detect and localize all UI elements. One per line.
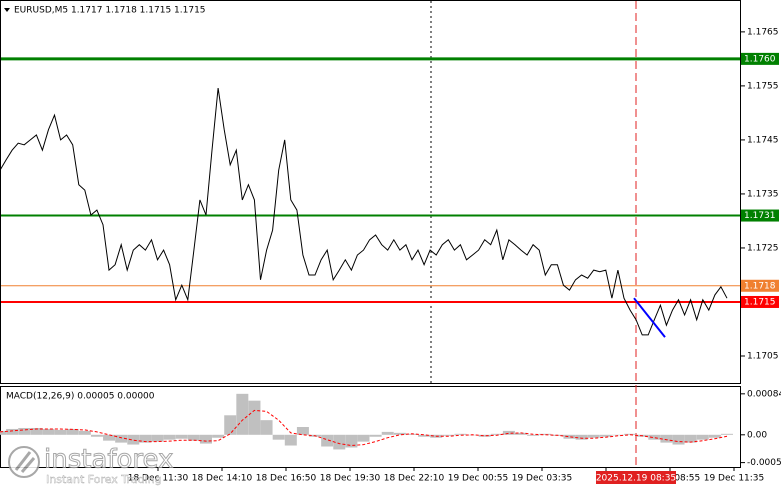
- menu-arrow: [4, 8, 10, 12]
- level-label-bg: [741, 295, 779, 308]
- macd-bar: [78, 430, 91, 435]
- macd-bar: [587, 434, 600, 438]
- macd-bar: [30, 427, 43, 435]
- x-tick-label: 18 Dec 14:10: [192, 474, 253, 484]
- macd-bar: [454, 433, 467, 435]
- symbol-header: EURUSD,M5 1.1717 1.1718 1.1715 1.1715: [14, 6, 206, 16]
- macd-bar: [563, 434, 576, 439]
- macd-bar: [321, 434, 334, 447]
- macd-bar: [6, 428, 19, 435]
- macd-bar: [199, 434, 212, 444]
- x-tick-label: 18 Dec 19:30: [320, 474, 381, 484]
- x-tick-label: 19 Dec 11:35: [704, 474, 765, 484]
- macd-bar: [369, 434, 382, 437]
- macd-bar: [333, 434, 346, 450]
- x-tick-label: 19 Dec 03:35: [512, 474, 573, 484]
- trendline: [633, 297, 666, 338]
- y-tick-label: 1.1765: [747, 27, 779, 37]
- macd-bar: [539, 433, 552, 435]
- macd-bar: [515, 432, 528, 435]
- macd-bar: [648, 434, 661, 440]
- macd-bar: [575, 434, 588, 440]
- macd-bar: [224, 415, 237, 435]
- macd-bar: [381, 431, 394, 435]
- macd-bar: [418, 434, 431, 437]
- macd-bar: [660, 434, 673, 443]
- macd-bar: [721, 433, 733, 435]
- macd-bar: [527, 434, 540, 436]
- x-tick-label: 18 Dec 16:50: [256, 474, 317, 484]
- level-label-bg: [741, 279, 779, 292]
- macd-bar: [696, 434, 709, 440]
- macd-tick-label: 0.00: [747, 430, 767, 440]
- y-tick-label: 1.1705: [747, 351, 779, 361]
- y-tick-label: 1.1735: [747, 189, 779, 199]
- logo-tagline: Instant Forex Trading: [46, 473, 162, 486]
- macd-bar: [393, 432, 406, 435]
- macd-tick-label: 0.00084: [747, 389, 781, 399]
- macd-bar: [490, 433, 503, 435]
- macd-bar: [684, 434, 697, 443]
- macd-bar: [272, 434, 285, 440]
- macd-bar: [212, 434, 225, 438]
- y-tick-label: 1.1755: [747, 81, 779, 91]
- macd-bar: [139, 434, 152, 443]
- level-label-bg: [741, 209, 779, 222]
- macd-bar: [611, 434, 624, 436]
- macd-bar: [599, 434, 612, 437]
- macd-signal: [0, 409, 728, 447]
- macd-bar: [405, 433, 418, 435]
- macd-label: MACD(12,26,9) 0.00005 0.00000: [6, 392, 155, 402]
- macd-bar: [175, 434, 188, 439]
- macd-bar: [478, 434, 491, 437]
- macd-bar: [54, 429, 67, 435]
- price-line: [0, 88, 728, 336]
- macd-bar: [90, 434, 103, 437]
- macd-bar: [42, 428, 55, 435]
- x-tick-label: 19 Dec 00:55: [448, 474, 509, 484]
- macd-bar: [284, 434, 297, 446]
- macd-panel: [0, 386, 741, 468]
- macd-bar: [115, 434, 128, 443]
- logo-mark: [14, 451, 36, 473]
- level-label: 1.1715: [744, 297, 776, 307]
- level-label: 1.1718: [744, 281, 776, 291]
- macd-bar: [357, 434, 370, 442]
- x-tick-label: 18 Dec 11:30: [128, 474, 189, 484]
- cursor-label: 2025.12.19 08:35: [596, 474, 676, 484]
- macd-bar: [442, 434, 455, 436]
- macd-bar: [103, 434, 116, 441]
- macd-bar: [0, 430, 6, 435]
- macd-bar: [296, 427, 309, 435]
- macd-bar: [708, 434, 721, 438]
- macd-tick-label: -0.00057: [747, 458, 781, 468]
- macd-bar: [66, 428, 79, 435]
- cursor-label-bg: [596, 471, 676, 484]
- macd-bar: [163, 434, 176, 440]
- macd-bar: [127, 434, 140, 445]
- macd-bar: [502, 430, 515, 435]
- macd-bar: [672, 434, 685, 445]
- level-label-bg: [741, 52, 779, 65]
- macd-bar: [236, 393, 249, 435]
- logo: instaforex Instant Forex Trading: [8, 444, 174, 486]
- macd-bar: [248, 400, 261, 435]
- macd-bar: [151, 434, 164, 442]
- level-label: 1.1731: [744, 211, 776, 221]
- y-tick-label: 1.1725: [747, 243, 779, 253]
- logo-name: instaforex: [44, 445, 173, 475]
- y-tick-label: 1.1745: [747, 135, 779, 145]
- macd-bar: [187, 434, 200, 441]
- macd-bar: [18, 427, 31, 435]
- macd-bar: [345, 434, 358, 448]
- macd-bar: [260, 420, 273, 435]
- main-panel: [0, 0, 741, 384]
- x-tick-label: 18 Dec 22:10: [384, 474, 445, 484]
- level-label: 1.1760: [744, 54, 776, 64]
